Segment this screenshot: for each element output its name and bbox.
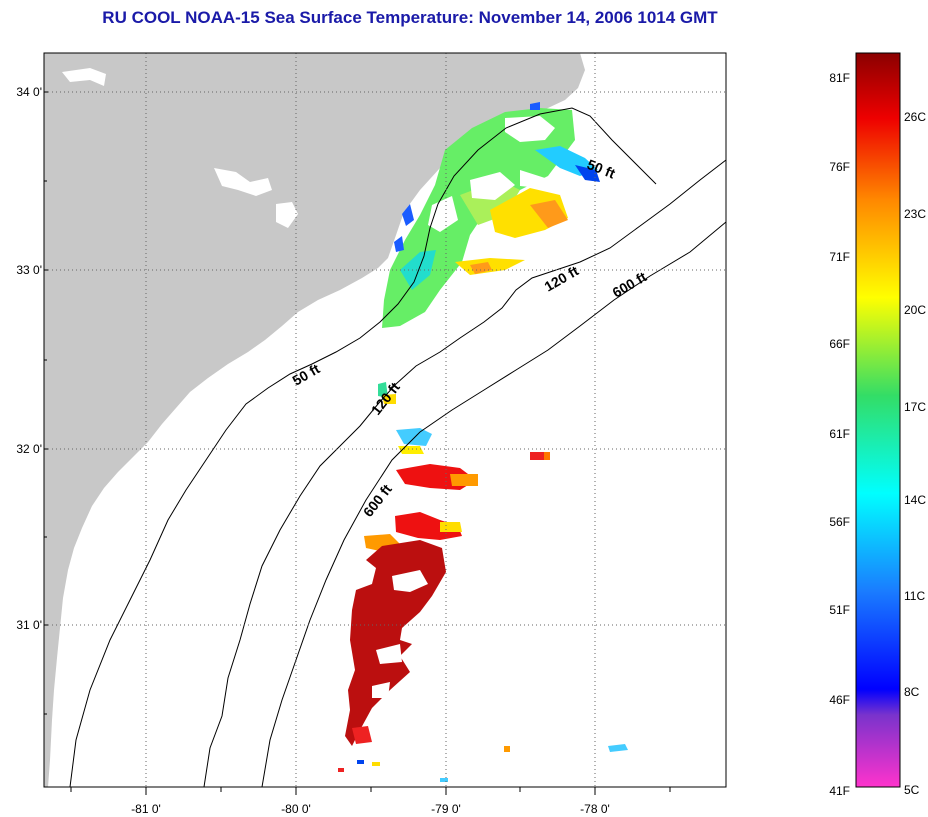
cb-c-label: 5C	[904, 783, 920, 797]
cb-c-label: 20C	[904, 303, 926, 317]
lat-lon-grid	[44, 53, 726, 787]
colorbar-c-labels: 26C 23C 20C 17C 14C 11C 8C 5C	[904, 110, 926, 797]
longitude-ticks	[70, 787, 671, 795]
lon-label-78: -78 0'	[580, 802, 610, 816]
cb-f-label: 66F	[829, 337, 850, 351]
lat-label-32: 32 0'	[16, 442, 42, 456]
lat-label-33: 33 0'	[16, 263, 42, 277]
cb-f-label: 56F	[829, 515, 850, 529]
land-mass	[44, 53, 585, 787]
page-title: RU COOL NOAA-15 Sea Surface Temperature:…	[102, 8, 718, 27]
latitude-ticks	[44, 91, 48, 715]
latitude-axis: 34 0' 33 0' 32 0' 31 0'	[16, 85, 42, 632]
bathymetry-contours	[69, 107, 726, 787]
sst-data	[338, 102, 628, 782]
colorbar	[855, 52, 901, 788]
cb-c-label: 17C	[904, 400, 926, 414]
colorbar-f-labels: 81F 76F 71F 66F 61F 56F 51F 46F 41F	[829, 71, 850, 798]
cb-f-label: 81F	[829, 71, 850, 85]
lat-label-31: 31 0'	[16, 618, 42, 632]
cb-c-label: 8C	[904, 685, 920, 699]
lon-label-79: -79 0'	[431, 802, 461, 816]
inland-water	[62, 68, 298, 228]
cb-f-label: 41F	[829, 784, 850, 798]
lon-label-80: -80 0'	[281, 802, 311, 816]
contour-line-120ft	[203, 159, 726, 787]
longitude-axis: -81 0' -80 0' -79 0' -78 0'	[131, 802, 610, 816]
lat-label-34: 34 0'	[16, 85, 42, 99]
cb-c-label: 23C	[904, 207, 926, 221]
cb-f-label: 51F	[829, 603, 850, 617]
cb-f-label: 61F	[829, 427, 850, 441]
cb-c-label: 26C	[904, 110, 926, 124]
map-border	[43, 52, 727, 788]
cb-f-label: 76F	[829, 160, 850, 174]
cb-f-label: 46F	[829, 693, 850, 707]
contour-line-600ft	[261, 221, 726, 787]
contour-line-50ft	[69, 107, 657, 787]
lon-label-81: -81 0'	[131, 802, 161, 816]
cb-c-label: 14C	[904, 493, 926, 507]
cb-f-label: 71F	[829, 250, 850, 264]
cb-c-label: 11C	[904, 589, 925, 603]
